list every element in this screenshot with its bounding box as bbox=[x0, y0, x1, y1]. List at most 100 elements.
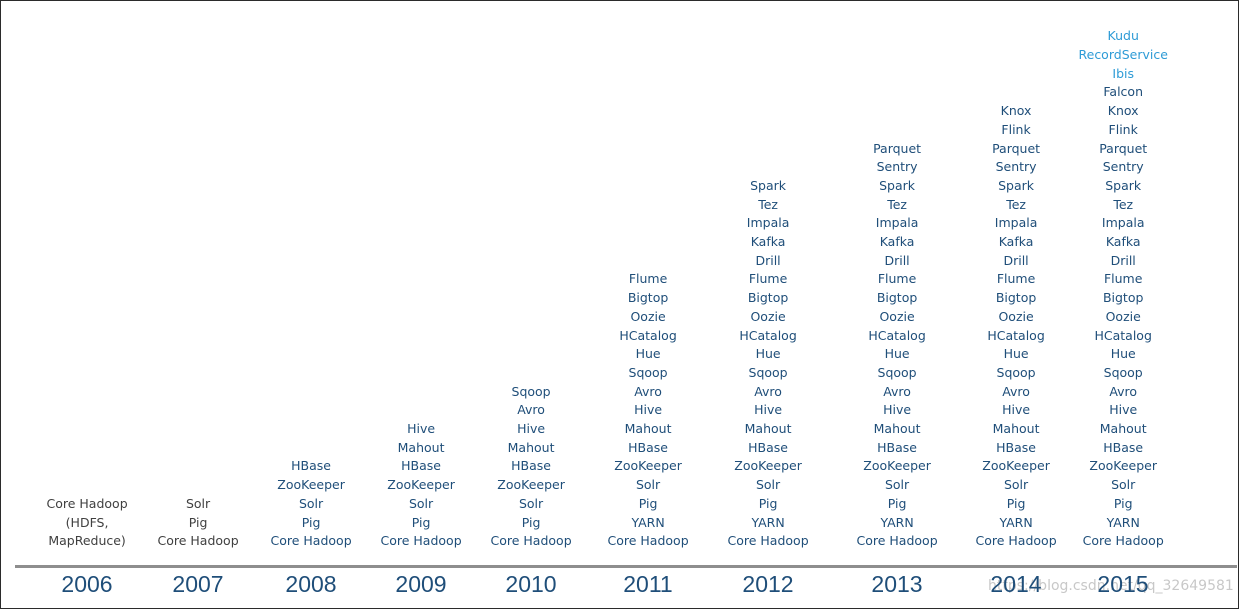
year-label-2014: 2014 bbox=[990, 571, 1042, 597]
technology-label: Pig bbox=[1113, 495, 1133, 511]
technology-label: Bigtop bbox=[1102, 290, 1144, 306]
technology-label: Sqoop bbox=[877, 364, 917, 380]
technology-label: Impala bbox=[746, 215, 790, 231]
technology-label: Core Hadoop bbox=[1082, 533, 1164, 549]
technology-label: HBase bbox=[748, 439, 788, 455]
year-label-2009: 2009 bbox=[395, 571, 447, 597]
technology-label: Pig bbox=[521, 514, 541, 530]
year-column-2010: Sqoop Avro Hive Mahout HBase ZooKeeper Solr Pig… bbox=[491, 383, 572, 551]
technology-label: Oozie bbox=[879, 308, 915, 324]
technology-label: ZooKeeper bbox=[982, 458, 1050, 474]
technology-label: ZooKeeper bbox=[387, 477, 455, 493]
technology-label: Impala bbox=[1101, 215, 1145, 231]
technology-label: Kafka bbox=[750, 234, 786, 250]
technology-label: Oozie bbox=[998, 308, 1034, 324]
technology-label: Flume bbox=[877, 271, 917, 287]
technology-label: ZooKeeper bbox=[614, 458, 682, 474]
year-column-2015: Kudu RecordService Ibis Falcon Knox Flink Parq… bbox=[1079, 27, 1168, 551]
technology-label: ZooKeeper bbox=[734, 458, 802, 474]
technology-label: Parquet bbox=[992, 140, 1041, 156]
technology-label: HBase bbox=[877, 439, 917, 455]
technology-label: HBase bbox=[1103, 439, 1144, 455]
technology-label: Parquet bbox=[873, 140, 922, 156]
technology-label: Pig bbox=[301, 514, 321, 530]
technology-label: Solr bbox=[1111, 477, 1136, 493]
technology-label: Tez bbox=[1006, 196, 1026, 212]
technology-label: Bigtop bbox=[876, 290, 918, 306]
technology-label: Flume bbox=[996, 271, 1036, 287]
technology-label: Core Hadoop bbox=[157, 533, 239, 549]
technology-label: Sqoop bbox=[1103, 364, 1143, 380]
technology-label: Drill bbox=[884, 252, 910, 268]
technology-label: Mahout bbox=[992, 421, 1040, 437]
technology-label: Impala bbox=[875, 215, 919, 231]
year-label-2006: 2006 bbox=[61, 571, 113, 597]
technology-label: HBase bbox=[401, 458, 441, 474]
technology-label: Pig bbox=[758, 495, 778, 511]
technology-label: Pig bbox=[188, 514, 208, 530]
technology-label: Avro bbox=[754, 383, 782, 399]
technology-label: Hive bbox=[1109, 402, 1138, 418]
technology-label: Hue bbox=[755, 346, 781, 362]
technology-label: Kafka bbox=[879, 234, 915, 250]
technology-label: Avro bbox=[517, 402, 545, 418]
technology-label: Solr bbox=[884, 477, 910, 493]
technology-label: Flink bbox=[1001, 121, 1031, 137]
year-label-2011: 2011 bbox=[623, 571, 673, 597]
year-column-2008: HBase ZooKeeper Solr Pig Core Hadoop bbox=[271, 457, 352, 551]
technology-label: Sqoop bbox=[628, 364, 668, 380]
timeline-axis bbox=[15, 565, 1237, 568]
technology-label: Pig bbox=[1006, 495, 1026, 511]
technology-label: Hive bbox=[634, 402, 663, 418]
technology-label: Hue bbox=[1110, 346, 1136, 362]
year-label-2013: 2013 bbox=[871, 571, 923, 597]
technology-label: YARN bbox=[631, 514, 665, 530]
technology-label: Mahout bbox=[507, 439, 555, 455]
technology-label: YARN bbox=[751, 514, 785, 530]
technology-label: Mahout bbox=[744, 421, 792, 437]
technology-label: Core Hadoop bbox=[490, 533, 572, 549]
technology-label: Kudu bbox=[1107, 28, 1139, 44]
technology-label: Hue bbox=[884, 346, 910, 362]
technology-label: Solr bbox=[298, 495, 324, 511]
technology-label: Bigtop bbox=[747, 290, 789, 306]
year-column-2013: Parquet Sentry Spark Tez Impala Kafka Drill Flu… bbox=[857, 140, 938, 551]
technology-label: Solr bbox=[1003, 477, 1029, 493]
technology-label: Tez bbox=[1113, 196, 1134, 212]
technology-label: Mahout bbox=[1099, 421, 1147, 437]
technology-label: Spark bbox=[1105, 177, 1142, 193]
technology-label: Spark bbox=[998, 177, 1035, 193]
technology-label: Bigtop bbox=[995, 290, 1037, 306]
technology-label: Avro bbox=[883, 383, 911, 399]
technology-label: HCatalog bbox=[619, 327, 677, 343]
technology-label: Solr bbox=[635, 477, 661, 493]
technology-label: HBase bbox=[996, 439, 1036, 455]
technology-label: Core Hadoop bbox=[607, 533, 689, 549]
technology-label: ZooKeeper bbox=[497, 477, 565, 493]
technology-label: Hue bbox=[635, 346, 661, 362]
technology-label: Knox bbox=[1000, 103, 1032, 119]
technology-label: Bigtop bbox=[627, 290, 669, 306]
technology-label: Kafka bbox=[998, 234, 1034, 250]
technology-label: Drill bbox=[1110, 252, 1136, 268]
technology-label: Oozie bbox=[630, 308, 666, 324]
technology-label: Sqoop bbox=[996, 364, 1036, 380]
technology-label: Falcon bbox=[1103, 84, 1143, 100]
technology-label: Hive bbox=[517, 421, 546, 437]
technology-label: Avro bbox=[1109, 383, 1138, 399]
year-label-2008: 2008 bbox=[285, 571, 337, 597]
technology-label: Solr bbox=[518, 495, 544, 511]
year-column-2009: Hive Mahout HBase ZooKeeper Solr Pig Core Hado… bbox=[381, 420, 462, 551]
technology-label: Knox bbox=[1107, 103, 1139, 119]
technology-label: Kafka bbox=[1105, 234, 1141, 250]
year-label-2010: 2010 bbox=[505, 571, 557, 597]
year-label-2015: 2015 bbox=[1097, 571, 1149, 597]
technology-label: Sqoop bbox=[511, 383, 551, 399]
year-label-2007: 2007 bbox=[172, 571, 224, 597]
technology-label: Sqoop bbox=[748, 364, 788, 380]
technology-label: Oozie bbox=[750, 308, 786, 324]
technology-label: HCatalog bbox=[987, 327, 1045, 343]
technology-label: Hive bbox=[1002, 402, 1031, 418]
year-column-2011: Flume Bigtop Oozie HCatalog Hue Sqoop Avro Hive… bbox=[608, 270, 689, 551]
technology-label: Hue bbox=[1003, 346, 1029, 362]
